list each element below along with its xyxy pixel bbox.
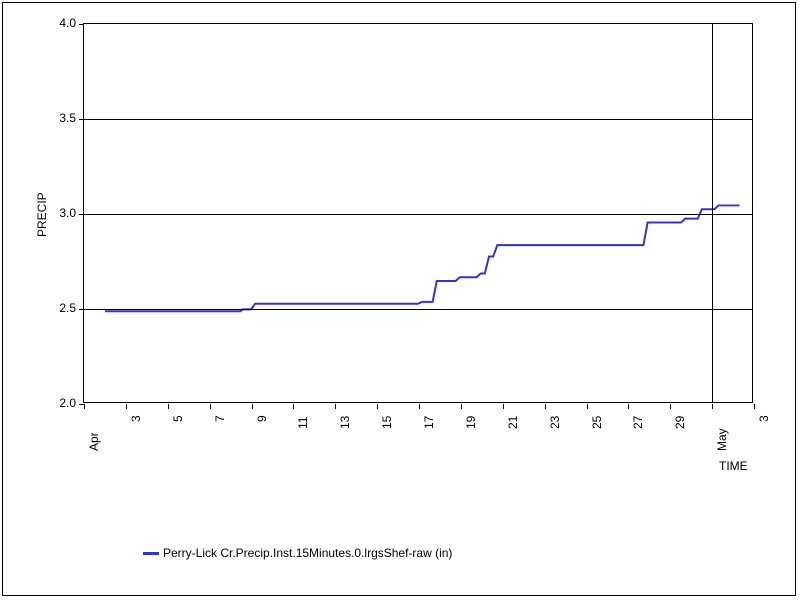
x-tick-label: 5: [171, 415, 185, 422]
y-tick-label: 4.0: [48, 16, 76, 30]
x-month-label: Apr: [87, 432, 101, 451]
x-tick-label: 21: [506, 416, 520, 429]
x-tick: [293, 404, 294, 409]
x-tick-label: 19: [464, 416, 478, 429]
x-tick-label: 13: [338, 416, 352, 429]
x-tick: [503, 404, 504, 409]
legend-swatch: [143, 552, 159, 555]
x-tick: [126, 404, 127, 409]
x-tick: [754, 404, 755, 409]
x-tick-label: 29: [673, 416, 687, 429]
y-tick-label: 3.0: [48, 206, 76, 220]
x-tick: [335, 404, 336, 409]
x-tick: [670, 404, 671, 409]
series-line: [105, 205, 740, 311]
x-tick-label: 7: [213, 415, 227, 422]
gridline-vertical: [712, 24, 713, 402]
x-tick-label: 15: [380, 416, 394, 429]
y-tick: [79, 214, 84, 215]
x-tick-label: 3: [129, 415, 143, 422]
y-tick-label: 3.5: [48, 111, 76, 125]
x-tick: [252, 404, 253, 409]
legend-label: Perry-Lick Cr.Precip.Inst.15Minutes.0.lr…: [163, 546, 452, 560]
x-tick-label: 9: [255, 415, 269, 422]
gridline-horizontal: [84, 214, 752, 215]
gridline-horizontal: [84, 309, 752, 310]
x-axis-title: TIME: [719, 459, 748, 473]
chart-frame: PRECIP TIME Perry-Lick Cr.Precip.Inst.15…: [2, 2, 796, 596]
x-tick: [210, 404, 211, 409]
plot-area: [83, 23, 753, 403]
gridline-horizontal: [84, 119, 752, 120]
y-axis-title: PRECIP: [35, 192, 49, 237]
x-month-tick: [712, 404, 713, 409]
y-tick-label: 2.5: [48, 301, 76, 315]
x-month-tick: [84, 404, 85, 409]
x-tick: [461, 404, 462, 409]
x-month-label: May: [715, 428, 729, 451]
x-tick-label: 17: [422, 416, 436, 429]
y-tick: [79, 309, 84, 310]
x-tick-label: 27: [631, 416, 645, 429]
x-tick: [545, 404, 546, 409]
x-tick-label: 25: [590, 416, 604, 429]
x-tick: [587, 404, 588, 409]
legend: Perry-Lick Cr.Precip.Inst.15Minutes.0.lr…: [143, 546, 452, 560]
y-tick: [79, 24, 84, 25]
series-line-layer: [84, 24, 752, 402]
x-tick: [419, 404, 420, 409]
y-tick-label: 2.0: [48, 396, 76, 410]
x-tick-label: 3: [757, 415, 771, 422]
x-tick-label: 11: [296, 417, 310, 429]
x-tick: [377, 404, 378, 409]
x-tick-label: 23: [548, 416, 562, 429]
x-tick: [628, 404, 629, 409]
x-tick: [168, 404, 169, 409]
y-tick: [79, 119, 84, 120]
